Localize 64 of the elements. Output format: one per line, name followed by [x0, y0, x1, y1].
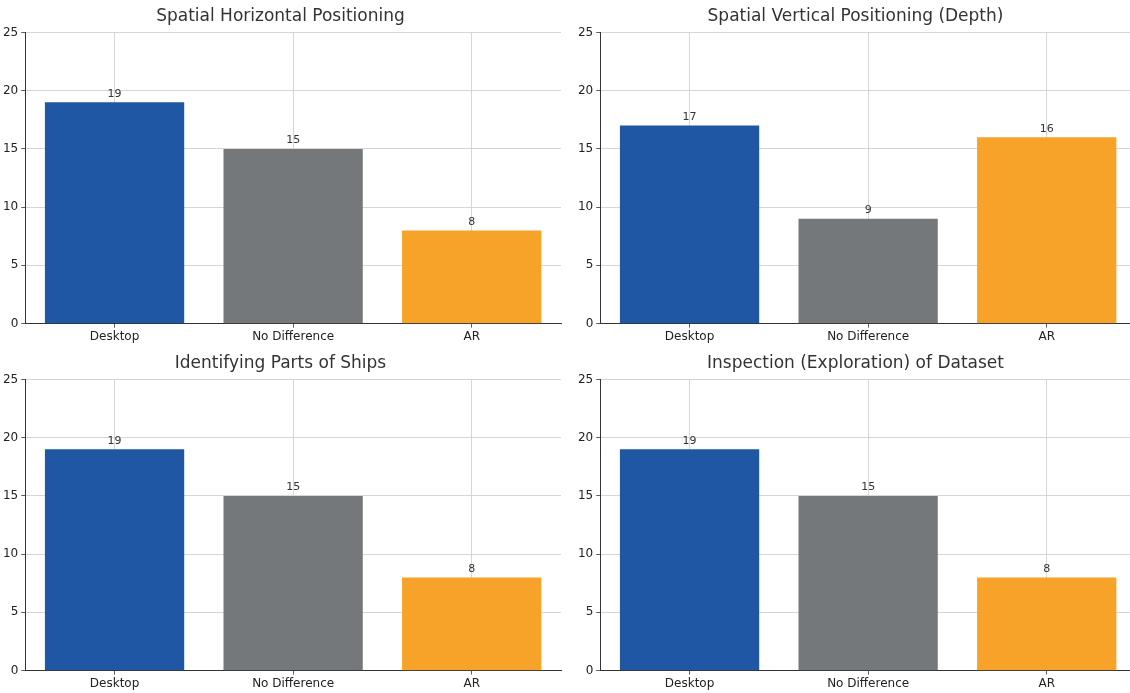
x-tick-label: Desktop [664, 328, 715, 343]
y-tick-label: 5 [585, 604, 594, 619]
chart-title: Spatial Vertical Positioning (Depth) [707, 4, 1004, 25]
bar [44, 102, 185, 324]
y-tick-label: 20 [2, 429, 19, 444]
bar [977, 137, 1117, 324]
y-tick-label: 0 [585, 315, 594, 330]
chart-title: Identifying Parts of Ships [174, 351, 387, 372]
x-tick-label: Desktop [89, 675, 140, 690]
data-label: 16 [1039, 121, 1054, 135]
y-tick-label: 15 [577, 488, 594, 503]
x-tick-label: No Difference [252, 675, 335, 690]
bar [223, 148, 363, 324]
x-tick-label: Desktop [664, 675, 715, 690]
y-tick-label: 5 [10, 604, 19, 619]
data-label: 8 [468, 561, 476, 575]
y-tick-label: 10 [2, 199, 19, 214]
x-tick-label: AR [463, 328, 480, 343]
x-tick-label: No Difference [827, 328, 910, 343]
data-label: 8 [468, 214, 476, 228]
x-tick-label: No Difference [252, 328, 335, 343]
bar [798, 218, 938, 324]
data-label: 19 [107, 86, 122, 100]
x-tick-label: AR [1038, 328, 1055, 343]
y-tick-label: 0 [10, 315, 19, 330]
y-tick-label: 15 [2, 141, 19, 156]
data-label: 15 [286, 133, 301, 147]
y-tick-label: 25 [2, 24, 19, 39]
y-tick-label: 5 [585, 257, 594, 272]
y-tick-label: 25 [2, 371, 19, 386]
data-label: 19 [682, 433, 697, 447]
x-tick-label: AR [463, 675, 480, 690]
y-tick-label: 20 [577, 429, 594, 444]
y-tick-label: 0 [10, 662, 19, 677]
y-tick-label: 10 [577, 199, 594, 214]
chart-title: Spatial Horizontal Positioning [156, 4, 405, 25]
x-tick-label: No Difference [827, 675, 910, 690]
data-label: 15 [861, 480, 876, 494]
bar [619, 449, 760, 671]
y-tick-label: 15 [577, 141, 594, 156]
data-label: 9 [864, 203, 872, 217]
y-tick-label: 25 [577, 371, 594, 386]
data-label: 19 [107, 433, 122, 447]
bar [44, 449, 185, 671]
data-label: 15 [286, 480, 301, 494]
y-tick-label: 0 [585, 662, 594, 677]
y-tick-label: 20 [577, 82, 594, 97]
y-tick-label: 5 [10, 257, 19, 272]
data-label: 8 [1043, 561, 1051, 575]
y-tick-label: 10 [577, 546, 594, 561]
y-tick-label: 25 [577, 24, 594, 39]
chart-title: Inspection (Exploration) of Dataset [707, 351, 1005, 372]
x-tick-label: AR [1038, 675, 1055, 690]
y-tick-label: 15 [2, 488, 19, 503]
bar [402, 577, 542, 671]
bar [402, 230, 542, 324]
x-tick-label: Desktop [89, 328, 140, 343]
y-tick-label: 20 [2, 82, 19, 97]
y-tick-label: 10 [2, 546, 19, 561]
bar [798, 495, 938, 671]
bar [977, 577, 1117, 671]
bar [619, 125, 760, 324]
data-label: 17 [682, 109, 697, 123]
bar [223, 495, 363, 671]
